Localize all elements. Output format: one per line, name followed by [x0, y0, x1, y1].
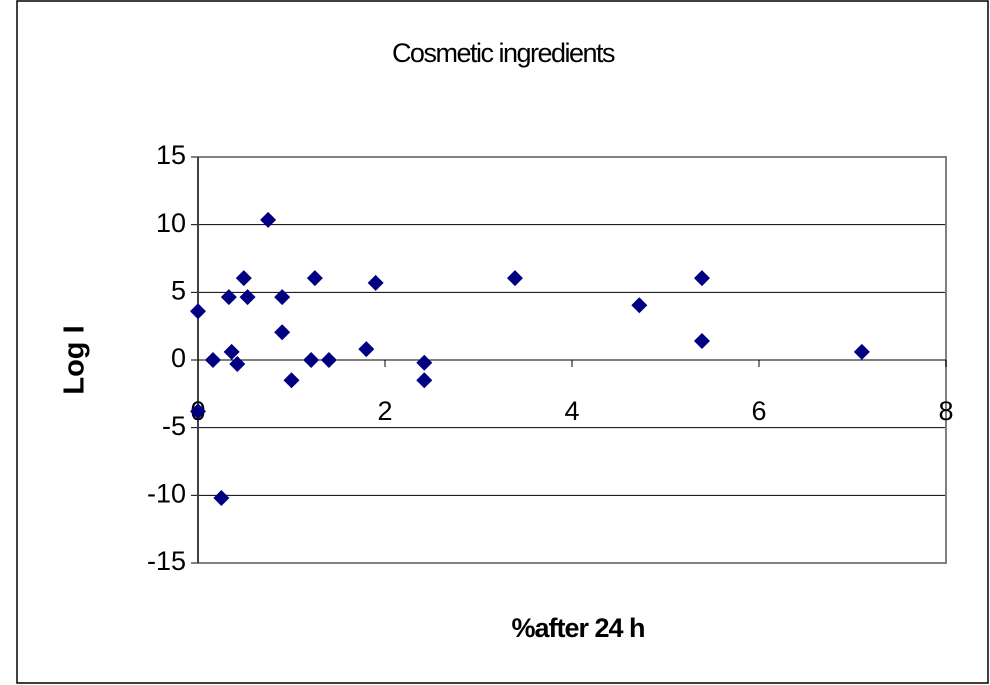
data-point	[506, 270, 523, 287]
y-tick-label: -5	[162, 411, 186, 441]
data-point	[320, 352, 337, 368]
data-point	[358, 341, 375, 358]
data-point	[239, 289, 256, 306]
data-point	[229, 356, 246, 373]
x-tick-label: 4	[564, 396, 579, 426]
x-tick-label: 2	[377, 396, 392, 426]
chart-title: Cosmetic ingredients	[392, 38, 615, 68]
data-point	[693, 333, 710, 350]
y-tick-label: 5	[171, 275, 186, 305]
x-axis-title: %after 24 h	[511, 613, 644, 643]
data-point	[235, 270, 252, 287]
data-point	[223, 343, 240, 360]
data-point	[274, 324, 291, 341]
y-tick-label: -15	[147, 546, 186, 576]
y-tick-label: 10	[156, 208, 186, 238]
y-tick-label: 0	[171, 343, 186, 373]
x-tick-label: 8	[938, 396, 953, 426]
data-point	[274, 289, 291, 306]
data-point	[306, 270, 323, 287]
data-point	[631, 297, 648, 314]
data-point	[260, 211, 277, 228]
data-point	[190, 403, 206, 420]
data-point	[283, 372, 300, 389]
data-point	[190, 303, 206, 320]
data-point	[416, 372, 433, 389]
data-point	[367, 274, 384, 291]
chart-frame	[16, 0, 989, 684]
data-point	[416, 354, 433, 371]
x-tick-label: 6	[751, 396, 766, 426]
y-axis-title: Log I	[59, 325, 91, 394]
data-point	[853, 343, 870, 360]
data-point	[220, 289, 237, 306]
y-tick-label: -10	[147, 478, 186, 508]
data-point	[213, 490, 230, 507]
y-tick-label: 15	[156, 140, 186, 170]
data-point	[303, 352, 320, 368]
data-point	[693, 270, 710, 287]
data-point	[204, 352, 221, 368]
